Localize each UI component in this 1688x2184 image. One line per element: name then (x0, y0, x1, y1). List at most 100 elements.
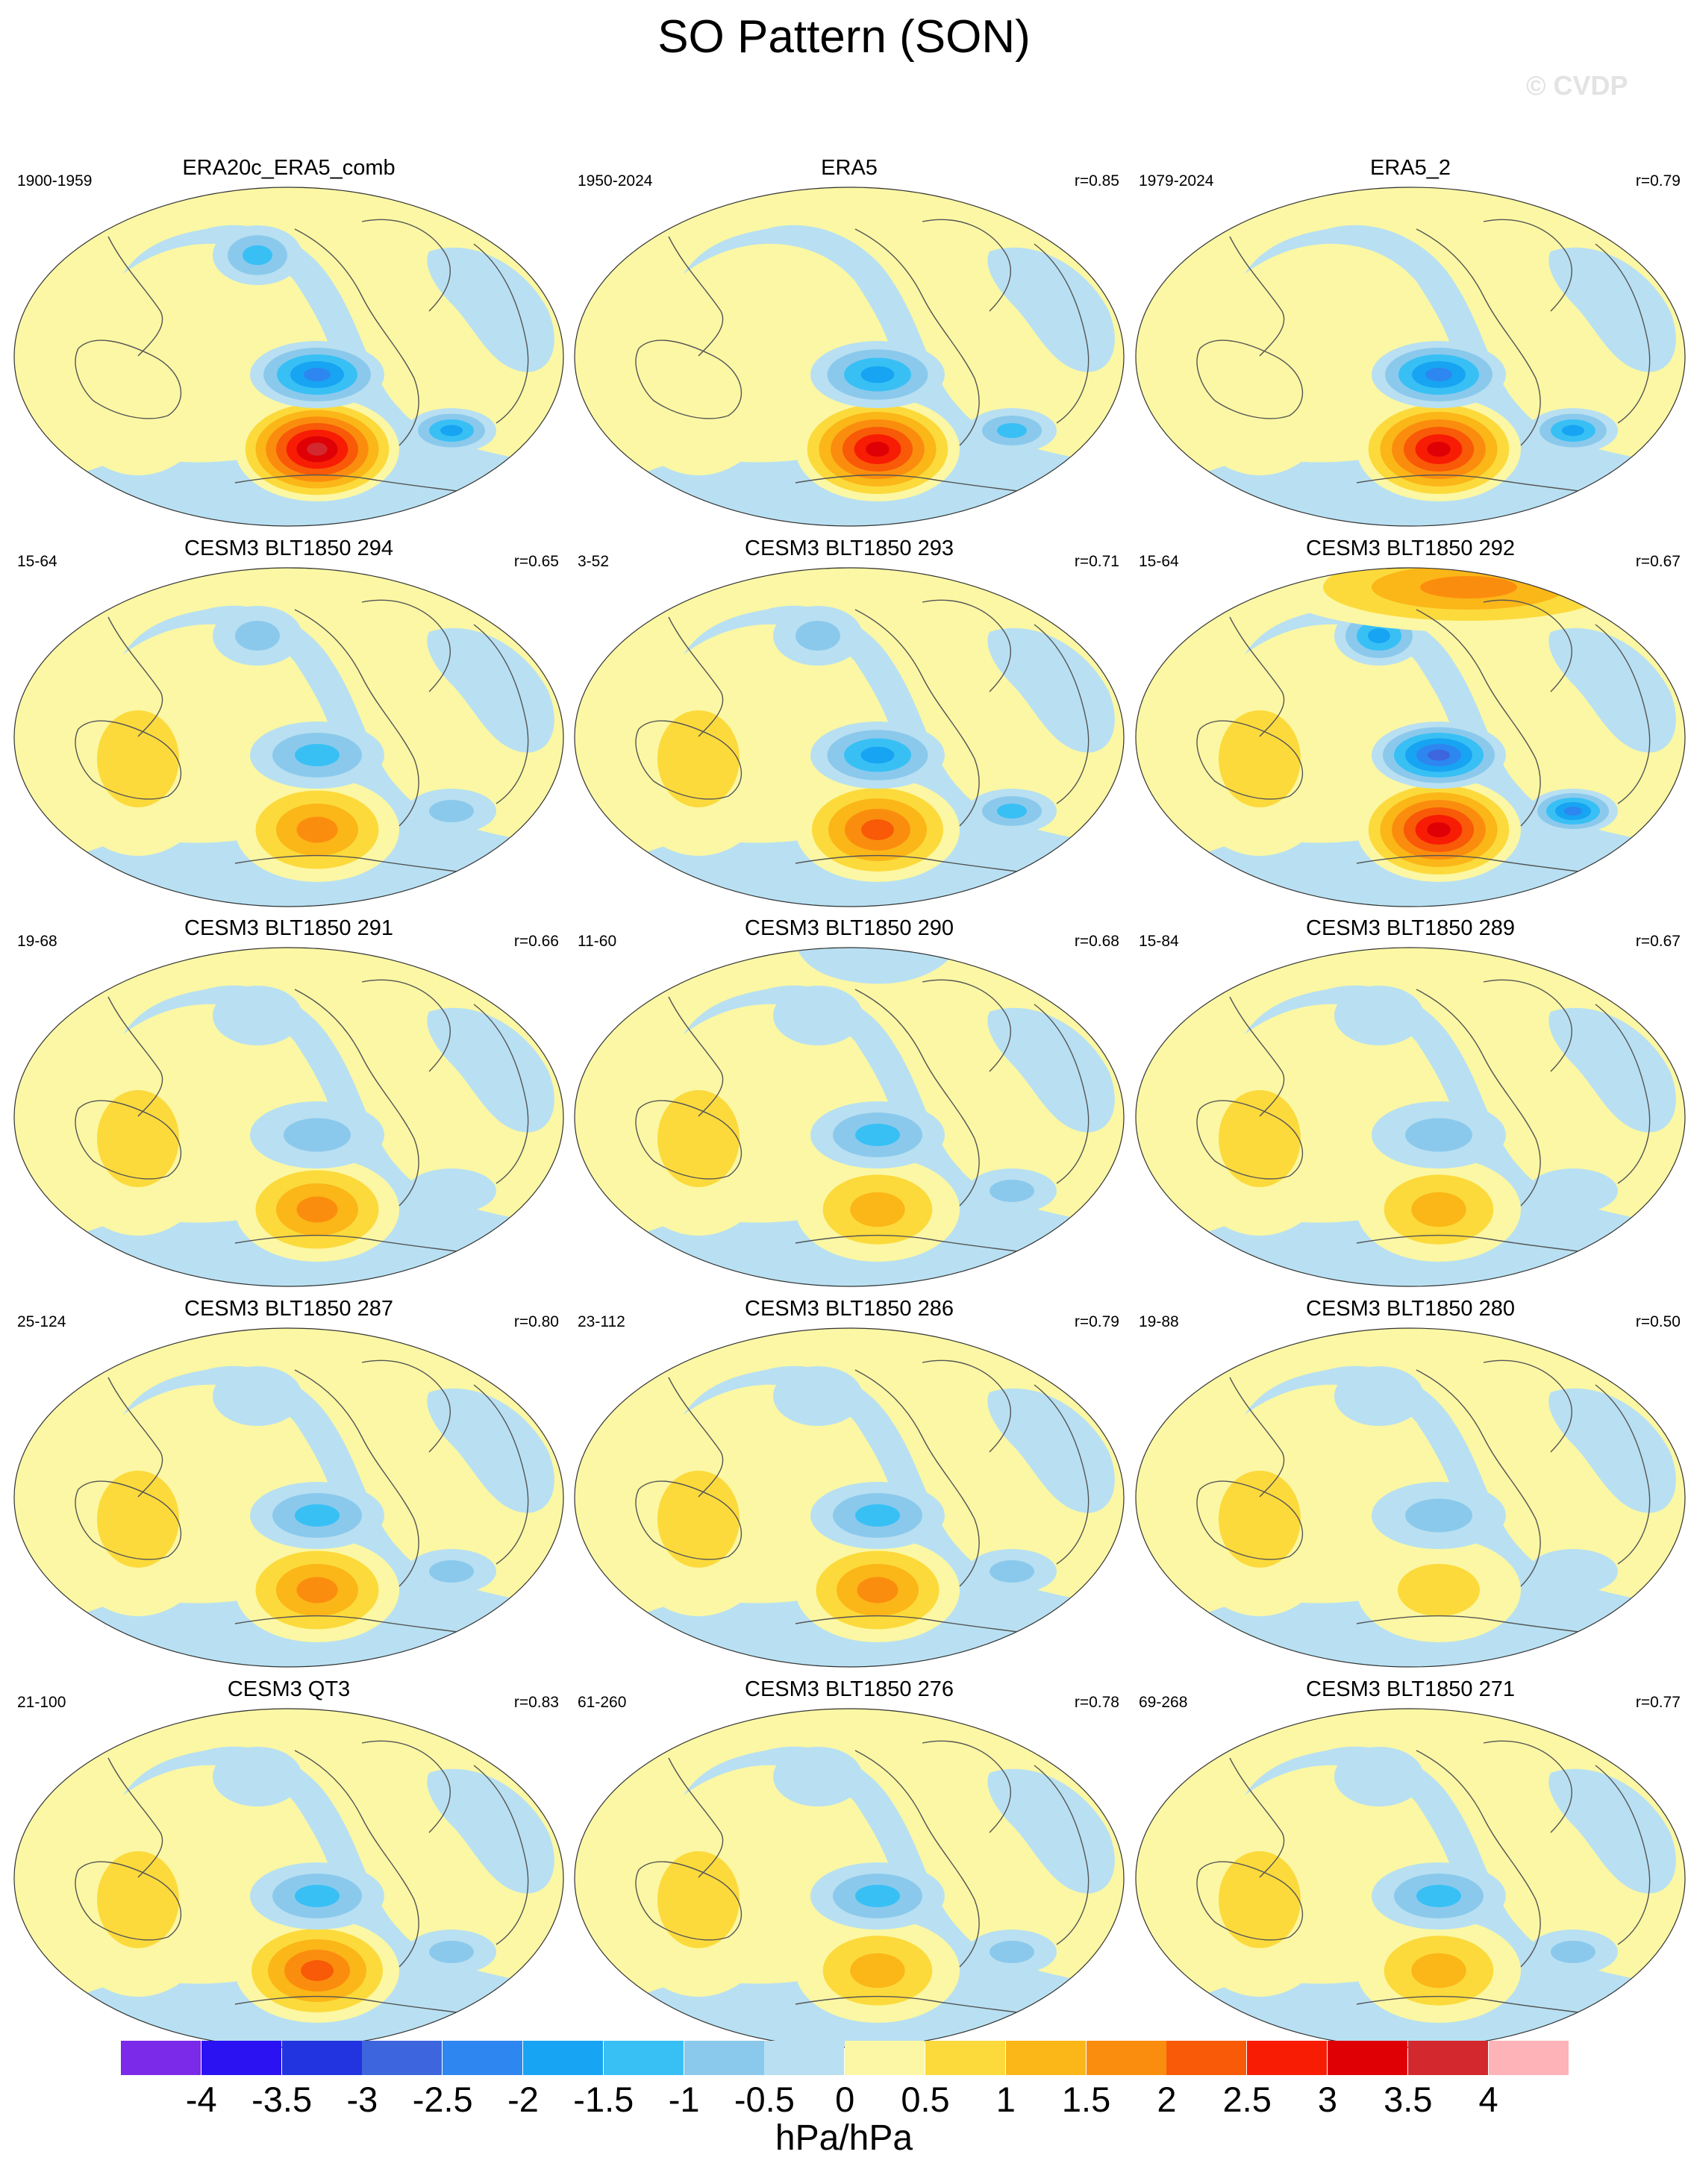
north-pacific-negative-contour-4 (1368, 628, 1390, 643)
coastline-2 (1416, 1750, 1541, 1968)
panel-title: CESM3 BLT1850 276 (745, 1677, 954, 1701)
southern-positive-center-contour-7 (1427, 442, 1451, 457)
coastline-4 (1595, 1384, 1651, 1565)
map-globe (1135, 947, 1686, 1287)
north-pacific-negative-contour-1 (1334, 1366, 1424, 1426)
indo-pacific-positive-contour-2 (1219, 1851, 1301, 1948)
panel-correlation-label: r=0.83 (513, 1694, 559, 1711)
globe-border (1135, 947, 1686, 1287)
panel-period-label: 15-64 (1139, 553, 1179, 570)
panel-period-label: 11-60 (578, 933, 617, 950)
coastline-1 (635, 1100, 743, 1180)
colorbar-tick-label: 1.5 (1061, 2080, 1111, 2119)
coastline-2 (294, 228, 419, 446)
colorbar-swatch (523, 2041, 603, 2075)
colorbar-tick-label: -3 (346, 2080, 378, 2119)
map-panel: CESM3 BLT1850 276 61-260 r=0.78 (572, 1677, 1127, 2050)
colorbar-swatch (362, 2041, 443, 2075)
coastline-4 (1034, 1004, 1090, 1184)
panel-title: CESM3 BLT1850 293 (745, 536, 954, 560)
north-pacific-negative-contour-1 (773, 1747, 863, 1806)
southern-negative-center-contour-2 (1405, 1498, 1472, 1533)
coastline-0 (1229, 1377, 1285, 1498)
colorbar-swatch (1086, 2041, 1166, 2075)
indo-pacific-positive-contour-1 (616, 281, 781, 475)
indo-pacific-positive-contour-2 (657, 710, 740, 807)
arctic-positive-contour-4 (1420, 576, 1517, 598)
colorbar-tick-label: 0.5 (901, 2080, 950, 2119)
arctic-region (1357, 948, 1521, 984)
southern-positive-center-contour-8 (307, 442, 328, 456)
coastline-1 (1196, 1480, 1304, 1560)
coastline-0 (668, 1757, 724, 1878)
arctic-region (795, 568, 960, 604)
arctic-region (1357, 1328, 1521, 1365)
panel-title: CESM3 BLT1850 287 (184, 1297, 393, 1321)
panel-correlation-label: r=0.80 (513, 1313, 559, 1330)
coastline-1 (1196, 1861, 1304, 1941)
globe-border (574, 1327, 1125, 1668)
colorbar-swatch (281, 2041, 362, 2075)
indo-pacific-positive-contour-2 (97, 1471, 179, 1568)
map-panel: CESM3 BLT1850 280 19-88 r=0.50 (1133, 1297, 1688, 1670)
southern-positive-center-contour-5 (301, 1960, 334, 1981)
coastline-4 (473, 1384, 529, 1565)
coastline-0 (1229, 616, 1285, 737)
southern-negative-center-contour-5 (304, 368, 331, 381)
colorbar-swatch (121, 2041, 201, 2075)
south-atlantic-negative-contour-4 (440, 425, 463, 437)
south-atlantic-negative-contour-1 (1528, 1549, 1618, 1594)
map-panel: CESM3 BLT1850 291 19-68 r=0.66 (11, 916, 566, 1289)
indo-pacific-positive-contour-1 (56, 281, 220, 475)
map-globe (13, 1708, 564, 2048)
panel-period-label: 19-68 (17, 933, 57, 950)
southern-negative-center-contour-3 (295, 1504, 340, 1527)
north-pacific-negative-contour-3 (243, 245, 272, 266)
coastline-1 (1196, 720, 1304, 800)
southern-positive-center-contour-4 (296, 1196, 338, 1223)
coastline-2 (1416, 228, 1541, 446)
colorbar-swatch (443, 2041, 523, 2075)
southern-positive-center-contour-4 (857, 1577, 898, 1603)
panel-period-label: 15-64 (17, 553, 57, 570)
map-globe (574, 947, 1125, 1287)
south-atlantic-negative-contour-2 (990, 1180, 1034, 1202)
panel-title: CESM3 BLT1850 291 (184, 916, 393, 940)
map-panel: CESM3 BLT1850 292 15-64 r=0.67 (1133, 536, 1688, 910)
coastline-4 (1595, 624, 1651, 804)
atlantic-negative-region (987, 247, 1115, 372)
colorbar-tick-label: -2.5 (412, 2080, 473, 2119)
coastline-1 (635, 340, 743, 419)
atlantic-negative-region (427, 1388, 554, 1513)
globe-border (13, 187, 564, 527)
panel-title: CESM3 BLT1850 292 (1306, 536, 1515, 560)
southern-negative-center-contour-3 (855, 1124, 900, 1146)
coastline-2 (294, 989, 419, 1207)
watermark: © CVDP (1526, 70, 1628, 101)
atlantic-negative-region (987, 1768, 1115, 1894)
coastline-4 (473, 243, 529, 424)
coastline-3 (922, 1740, 1011, 1833)
coastline-3 (361, 1740, 451, 1833)
panel-period-label: 15-84 (1139, 933, 1179, 950)
colorbar-swatch (764, 2041, 845, 2075)
southern-negative-center-contour-2 (1405, 1118, 1472, 1152)
panel-period-label: 23-112 (578, 1313, 625, 1330)
atlantic-negative-region (427, 628, 554, 753)
southern-positive-center-contour-2 (1398, 1564, 1480, 1616)
coastline-0 (107, 996, 163, 1117)
map-globe (1135, 1327, 1686, 1668)
coastline-3 (922, 219, 1011, 312)
coastline-0 (668, 616, 724, 737)
figure-title: SO Pattern (SON) (657, 11, 1031, 63)
colorbar-swatch (1247, 2041, 1328, 2075)
pacific-negative-region (587, 605, 1124, 907)
panel-period-label: 1979-2024 (1139, 172, 1214, 190)
north-pacific-negative-contour-1 (773, 1366, 863, 1426)
globe-border (574, 947, 1125, 1287)
panel-correlation-label: r=0.78 (1074, 1694, 1119, 1711)
indo-pacific-positive-contour-2 (1219, 710, 1301, 807)
panel-correlation-label: r=0.79 (1635, 172, 1681, 190)
colorbar-swatch (603, 2041, 684, 2075)
coastline-0 (668, 236, 724, 357)
